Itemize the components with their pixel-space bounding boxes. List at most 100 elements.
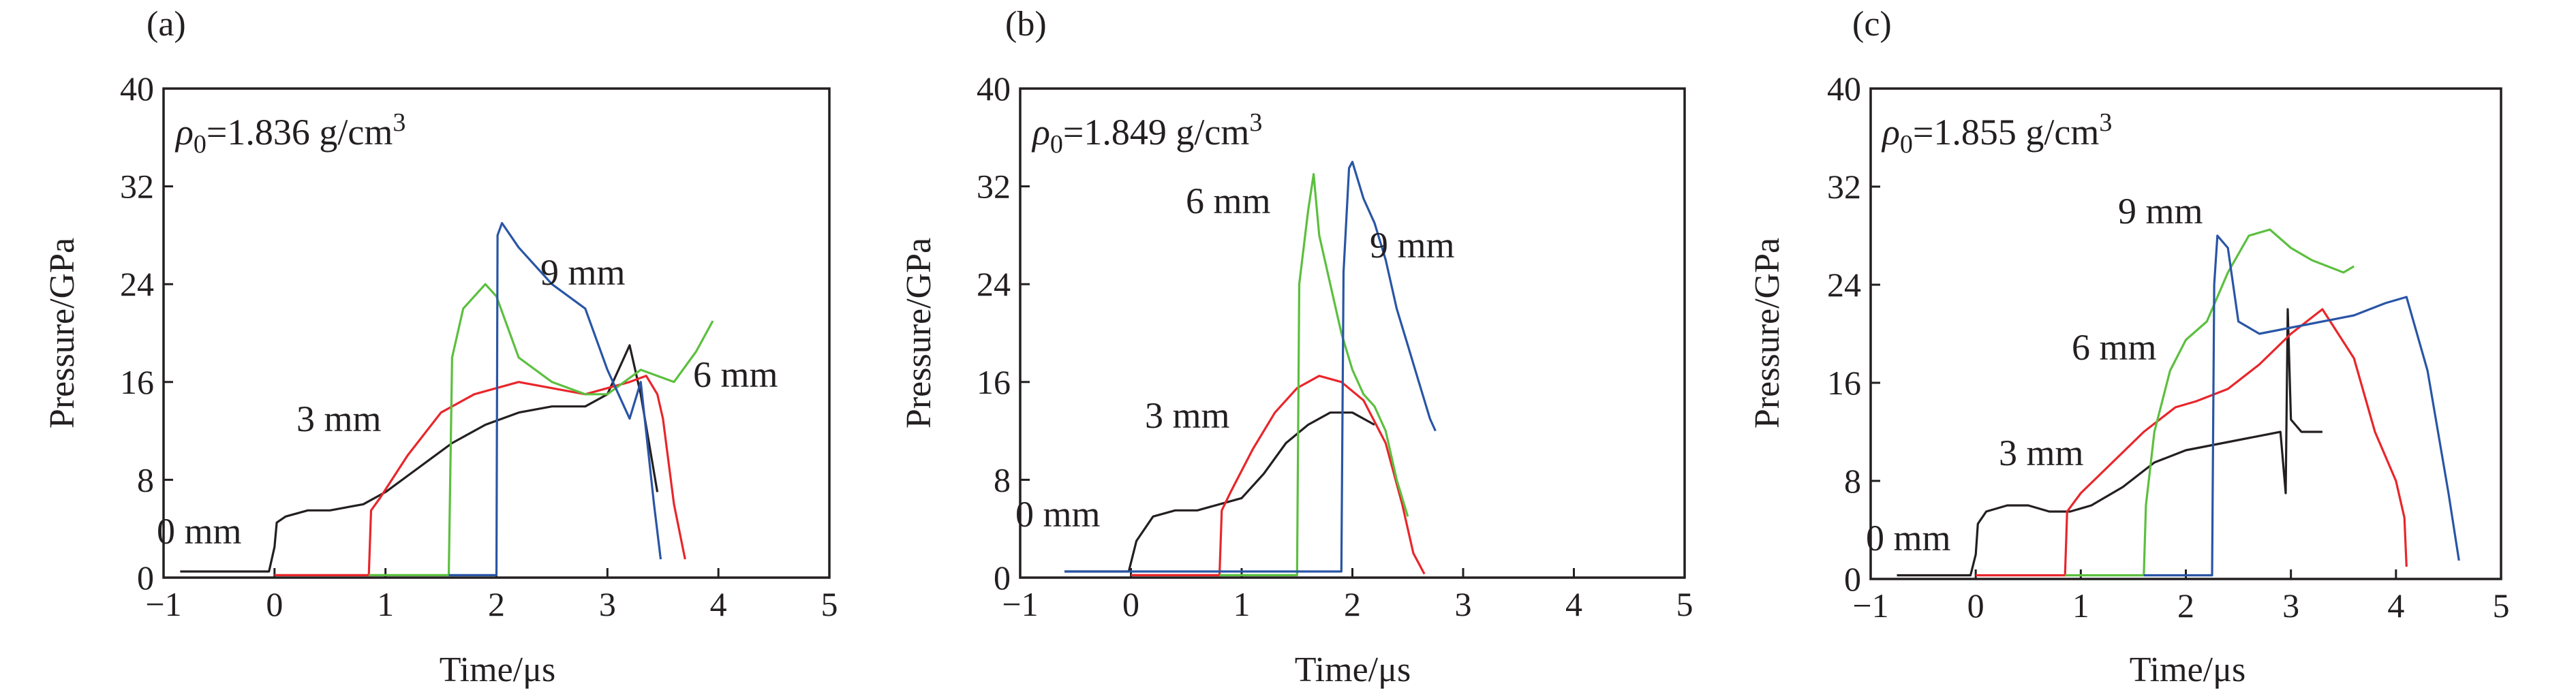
panel-a-annotation-6mm: 6 mm <box>693 354 778 395</box>
panel-b-y-ticks: 0 8 16 24 32 40 <box>977 69 1030 597</box>
panel-a-x-tick-label: 4 <box>710 585 727 623</box>
panel-b-series-6mm <box>1219 173 1409 577</box>
rho-value: =1.836 g/cm <box>206 112 393 153</box>
panel-c-y-tick-label: 32 <box>1827 168 1861 206</box>
panel-a-series <box>180 221 714 577</box>
panel-c-plot-frame <box>1869 87 2502 580</box>
panel-b-x-axis-title: Time/μs <box>1295 650 1411 689</box>
panel-a-x-tick-label: 2 <box>488 585 505 623</box>
rho-subscript: 0 <box>194 130 206 159</box>
panel-b-y-axis-title: Pressure/GPa <box>900 238 938 428</box>
panel-c-annotation-3mm: 3 mm <box>1999 433 2084 473</box>
panel-b-density-label: ρ0=1.849 g/cm3 <box>1031 108 1262 159</box>
rho-value: =1.855 g/cm <box>1913 112 2099 153</box>
rho-superscript: 3 <box>2099 108 2112 137</box>
panel-a-x-tick-label: 1 <box>377 585 394 623</box>
panel-b-annotation-6mm: 6 mm <box>1186 181 1271 221</box>
panel-c-y-tick-label: 16 <box>1827 364 1861 402</box>
panel-a-x-axis-title: Time/μs <box>440 650 555 689</box>
panel-b-y-tick-label: 16 <box>977 363 1011 401</box>
panel-a-y-ticks: 0 8 16 24 32 40 <box>120 69 173 597</box>
panel-a-x-tick-label: −1 <box>145 585 181 623</box>
panel-c-y-tick-label: 24 <box>1827 266 1861 304</box>
panel-c-x-axis-title: Time/μs <box>2130 650 2245 689</box>
panel-b-x-tick-label: 3 <box>1455 585 1472 623</box>
panel-a-x-tick-label: 3 <box>599 585 616 623</box>
panel-c-series-9mm <box>2143 234 2460 577</box>
panel-a-series-9mm <box>448 221 662 577</box>
panel-c-annotation-9mm: 9 mm <box>2118 191 2203 232</box>
panel-a-series-6mm <box>369 283 714 577</box>
panel-a-annotation-9mm: 9 mm <box>540 252 626 293</box>
panel-c-series <box>1897 228 2460 577</box>
panel-a-series-3mm <box>274 375 686 577</box>
panel-c-x-tick-label: 3 <box>2282 586 2299 625</box>
panel-c-x-tick-label: −1 <box>1852 586 1888 625</box>
panel-a-y-tick-label: 16 <box>120 363 154 401</box>
panel-a-y-tick-label: 40 <box>120 69 154 108</box>
panel-a-annotation-0mm: 0 mm <box>157 511 242 552</box>
panel-c-y-tick-label: 40 <box>1827 69 1861 108</box>
panel-b-x-tick-label: 5 <box>1676 585 1693 623</box>
panel-a-y-tick-label: 32 <box>120 168 154 206</box>
panel-c-x-tick-label: 5 <box>2493 586 2510 625</box>
panel-b-annotation-3mm: 3 mm <box>1145 395 1230 436</box>
panel-b-y-tick-label: 40 <box>977 69 1011 108</box>
rho-value: =1.849 g/cm <box>1063 112 1249 153</box>
panel-c-series-0mm <box>1897 308 2322 577</box>
panel-b-y-tick-label: 24 <box>977 265 1011 303</box>
panel-b-x-tick-label: 0 <box>1122 585 1139 623</box>
panel-b-series-0mm <box>1064 411 1375 573</box>
rho-symbol: ρ <box>1881 112 1900 153</box>
rho-symbol: ρ <box>1031 112 1050 153</box>
panel-c-x-ticks: −1 0 1 2 3 4 5 <box>1852 569 2510 625</box>
panel-c-x-tick-label: 2 <box>2177 586 2194 625</box>
panel-b-y-tick-label: 8 <box>994 460 1011 499</box>
panel-a-density-label: ρ0=1.836 g/cm3 <box>174 108 405 159</box>
panel-b-label: (b) <box>1005 5 1047 44</box>
panel-b-x-tick-label: −1 <box>1002 585 1038 623</box>
rho-superscript: 3 <box>1249 108 1262 137</box>
panel-a-label: (a) <box>147 5 186 44</box>
panel-a-x-tick-label: 0 <box>266 585 283 623</box>
panel-b-annotation-9mm: 9 mm <box>1370 225 1455 266</box>
panel-a-x-ticks: −1 0 1 2 3 4 5 <box>145 568 838 623</box>
panel-c-annotation-0mm: 0 mm <box>1866 518 1951 559</box>
panel-c-y-tick-label: 8 <box>1844 462 1861 500</box>
panel-b-x-tick-label: 1 <box>1233 585 1251 623</box>
panel-c-label: (c) <box>1852 5 1892 44</box>
rho-superscript: 3 <box>393 108 405 137</box>
rho-symbol: ρ <box>174 112 194 153</box>
panel-a-x-tick-label: 5 <box>821 585 838 623</box>
panel-c-x-tick-label: 0 <box>1967 586 1984 625</box>
panel-c-density-label: ρ0=1.855 g/cm3 <box>1881 108 2112 159</box>
panel-c-x-tick-label: 4 <box>2387 586 2404 625</box>
panel-b-x-tick-label: 4 <box>1565 585 1582 623</box>
panel-b-series-9mm <box>1064 161 1437 573</box>
panel-a-y-axis-title: Pressure/GPa <box>43 238 82 428</box>
panel-c-y-tick-label: 0 <box>1844 560 1861 598</box>
panel-b-series <box>1064 161 1437 577</box>
panel-b-annotation-0mm: 0 mm <box>1015 494 1101 535</box>
panel-a-annotation-3mm: 3 mm <box>296 398 382 439</box>
panel-a-y-tick-label: 0 <box>137 559 154 597</box>
panel-b-series-3mm <box>1131 375 1426 577</box>
rho-subscript: 0 <box>1900 130 1913 159</box>
panel-c-annotation-6mm: 6 mm <box>2072 327 2157 368</box>
panel-a-y-tick-label: 8 <box>137 460 154 499</box>
panel-c-y-axis-title: Pressure/GPa <box>1748 238 1787 428</box>
panel-b-x-ticks: −1 0 1 2 3 4 5 <box>1002 568 1693 623</box>
panel-b-x-tick-label: 2 <box>1344 585 1361 623</box>
panel-c-x-tick-label: 1 <box>2072 586 2089 625</box>
panel-a-series-0mm <box>180 344 659 573</box>
panel-c-series-3mm <box>1976 308 2408 577</box>
panel-b-y-tick-label: 0 <box>994 559 1011 597</box>
panel-c-y-ticks: 0 8 16 24 32 40 <box>1827 69 1880 598</box>
panel-c-series-6mm <box>2065 228 2355 577</box>
panel-a-y-tick-label: 24 <box>120 265 154 303</box>
rho-subscript: 0 <box>1050 130 1063 159</box>
